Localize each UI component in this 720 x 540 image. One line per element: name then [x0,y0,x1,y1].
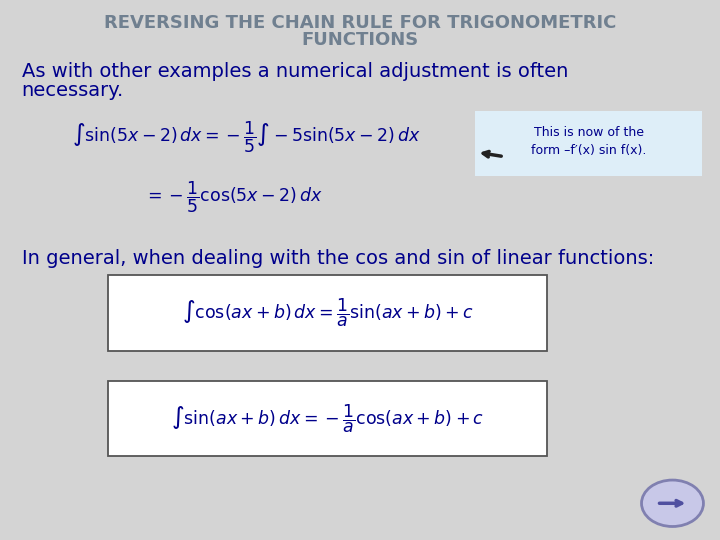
Text: $= -\dfrac{1}{5}\cos(5x-2)\,dx$: $= -\dfrac{1}{5}\cos(5x-2)\,dx$ [144,179,323,215]
Text: REVERSING THE CHAIN RULE FOR TRIGONOMETRIC: REVERSING THE CHAIN RULE FOR TRIGONOMETR… [104,14,616,31]
Text: In general, when dealing with the cos and sin of linear functions:: In general, when dealing with the cos an… [22,249,654,268]
FancyBboxPatch shape [108,381,547,456]
Text: $\int \sin(5x-2)\,dx = -\dfrac{1}{5}\int -5\sin(5x-2)\,dx$: $\int \sin(5x-2)\,dx = -\dfrac{1}{5}\int… [72,120,420,156]
Text: $\int \sin(ax+b)\,dx = -\dfrac{1}{a}\cos(ax+b)+c$: $\int \sin(ax+b)\,dx = -\dfrac{1}{a}\cos… [171,402,485,435]
Text: As with other examples a numerical adjustment is often: As with other examples a numerical adjus… [22,62,568,81]
Circle shape [642,480,703,526]
Text: $\int \cos(ax+b)\,dx = \dfrac{1}{a}\sin(ax+b)+c$: $\int \cos(ax+b)\,dx = \dfrac{1}{a}\sin(… [181,297,474,329]
Text: This is now of the
form –f′(x) sin f(x).: This is now of the form –f′(x) sin f(x). [531,126,647,157]
Text: FUNCTIONS: FUNCTIONS [302,31,418,49]
FancyBboxPatch shape [108,275,547,351]
Text: necessary.: necessary. [22,81,124,100]
FancyBboxPatch shape [475,111,702,176]
